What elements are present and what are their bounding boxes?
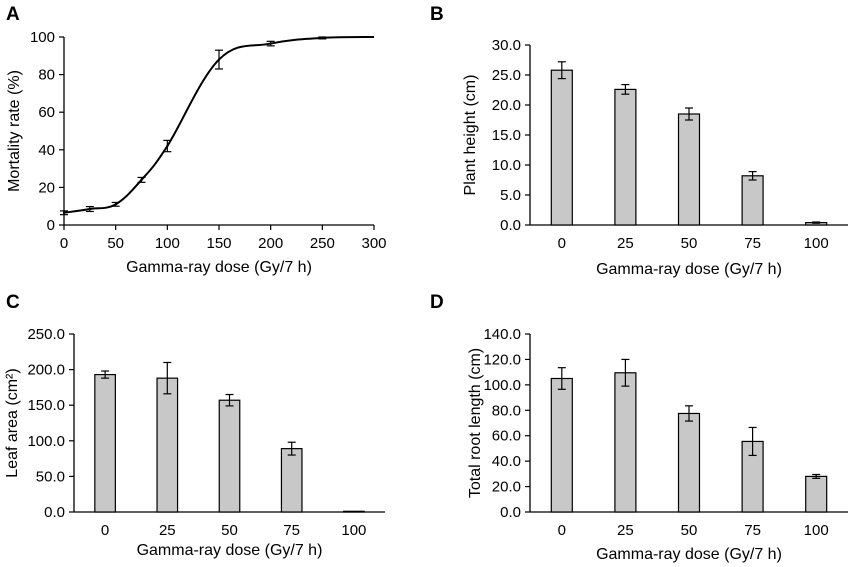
y-tick-label: 30.0 [492, 37, 521, 54]
y-tick-label: 100 [30, 29, 55, 46]
y-tick-label: 0.0 [44, 504, 65, 521]
y-tick-label: 10.0 [492, 157, 521, 174]
x-tick-label: 50 [681, 522, 698, 539]
x-tick-label: 100 [341, 522, 366, 539]
y-axis-label: Total root length (cm) [467, 348, 484, 498]
y-tick-label: 0.0 [500, 217, 521, 234]
x-tick-label: 50 [107, 235, 124, 252]
panel-letter: A [6, 4, 20, 25]
data-point [166, 144, 169, 148]
y-axis-label: Leaf area (cm²) [4, 368, 21, 477]
data-point [62, 211, 66, 214]
series-line [63, 36, 375, 214]
bar [550, 69, 573, 226]
bar [343, 510, 365, 513]
panel-b: B 0.0 5.0 10.0 15.0 20.0 25.0 30.0 Plant height … [430, 4, 848, 278]
x-tick-label: 75 [744, 522, 761, 539]
data-point [269, 42, 272, 45]
bar [614, 88, 637, 226]
panel-c: C 0.0 50.0 100.0 150.0 200.0 250.0 Leaf area (c… [4, 292, 385, 559]
y-tick-label: 100.0 [483, 377, 521, 394]
bar [94, 373, 116, 513]
x-tick-label: 300 [361, 235, 386, 252]
y-tick-label: 100.0 [27, 433, 65, 450]
bar [677, 412, 701, 513]
x-tick-label: 50 [221, 522, 238, 539]
y-tick-label: 0.0 [500, 504, 521, 521]
y-tick-label: 20.0 [492, 479, 521, 496]
bar [280, 448, 303, 513]
x-tick-label: 0 [60, 235, 68, 252]
bar [218, 399, 241, 513]
bar [677, 113, 701, 226]
panel-a: A 0 20 40 60 80 100 Mortality rate (%) Gamma-ray… [6, 4, 387, 276]
y-tick-label: 140.0 [483, 326, 521, 343]
data-point [321, 36, 324, 40]
x-tick-label: 50 [681, 235, 698, 252]
x-tick-label: 25 [159, 522, 176, 539]
data-point [217, 58, 221, 61]
x-tick-label: 75 [283, 522, 300, 539]
y-tick-label: 80 [38, 67, 55, 84]
y-tick-label: 200.0 [27, 362, 65, 379]
bar [550, 377, 573, 513]
y-tick-label: 150.0 [27, 397, 65, 414]
panel-letter: B [430, 4, 444, 25]
x-tick-label: 0 [558, 522, 566, 539]
bar [614, 372, 637, 513]
y-tick-label: 25.0 [492, 67, 521, 84]
x-axis-label: Gamma-ray dose (Gy/7 h) [596, 261, 782, 278]
x-axis-label: Gamma-ray dose (Gy/7 h) [126, 259, 312, 276]
x-tick-label: 200 [258, 235, 283, 252]
y-tick-label: 40 [38, 142, 55, 159]
y-tick-label: 60.0 [492, 428, 521, 445]
panel-letter: D [430, 292, 444, 313]
x-axis-label: Gamma-ray dose (Gy/7 h) [137, 542, 323, 559]
y-tick-label: 50.0 [36, 468, 65, 485]
x-tick-label: 100 [804, 235, 829, 252]
y-axis-label: Plant height (cm) [462, 75, 479, 196]
y-tick-label: 60 [38, 104, 55, 121]
bar [741, 175, 764, 226]
x-tick-label: 100 [804, 522, 829, 539]
x-tick-label: 0 [101, 522, 109, 539]
y-tick-label: 0 [47, 217, 55, 234]
x-tick-label: 250 [310, 235, 335, 252]
panel-letter: C [6, 292, 20, 313]
data-point [88, 207, 92, 211]
y-tick-label: 80.0 [492, 402, 521, 419]
x-tick-label: 150 [206, 235, 231, 252]
x-tick-label: 75 [744, 235, 761, 252]
y-tick-label: 40.0 [492, 453, 521, 470]
bar [805, 475, 828, 513]
panel-d: D 0.0 20.0 40.0 60.0 80.0 100.0 120.0 140.0 Total… [430, 292, 848, 563]
x-axis-label: Gamma-ray dose (Gy/7 h) [596, 546, 782, 563]
y-tick-label: 20.0 [492, 97, 521, 114]
y-axis-label: Mortality rate (%) [6, 70, 23, 192]
data-point [114, 203, 117, 206]
x-tick-label: 100 [155, 235, 180, 252]
y-tick-label: 20 [38, 179, 55, 196]
y-tick-label: 5.0 [500, 187, 521, 204]
y-tick-label: 15.0 [492, 127, 521, 144]
y-tick-label: 120.0 [483, 351, 521, 368]
bar [156, 377, 179, 513]
x-tick-label: 25 [617, 522, 634, 539]
x-tick-label: 25 [617, 235, 634, 252]
y-tick-label: 250.0 [27, 326, 65, 343]
data-point [140, 178, 143, 182]
x-tick-label: 0 [558, 235, 566, 252]
